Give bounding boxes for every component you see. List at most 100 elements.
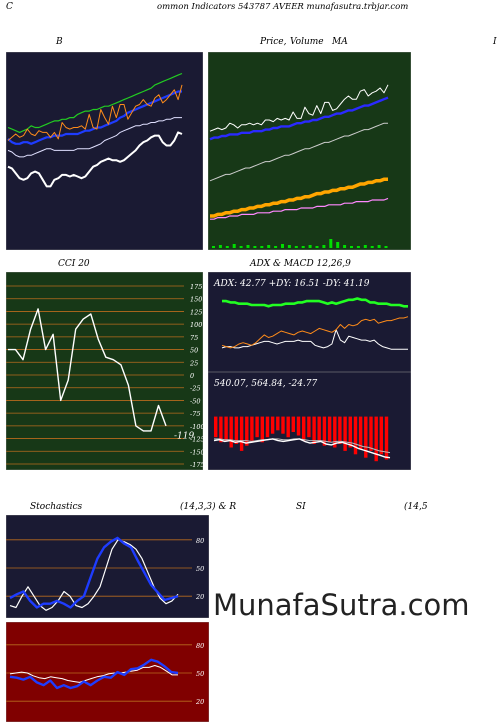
cci-tick-label: -25: [190, 385, 200, 393]
macd-histogram-bar: [379, 416, 383, 455]
volume-bar: [384, 246, 388, 248]
volume-bar: [377, 245, 381, 248]
stochastics-d-line: [9, 536, 179, 609]
volume-bar: [253, 246, 257, 248]
volume-bar: [218, 245, 222, 248]
volume-bar: [260, 246, 264, 248]
macd-histogram-bar: [219, 416, 223, 443]
cci-tick-label: 50: [190, 347, 198, 355]
macd-histogram-bar: [270, 416, 275, 434]
rsi-smooth-line: [9, 658, 179, 690]
price-line-3: [210, 197, 389, 220]
cci-tick-label: -100: [190, 423, 203, 431]
adx-values: ADX: 42.77 +DY: 16.51 -DY: 41.19: [213, 279, 370, 289]
volume-bar: [246, 245, 250, 248]
volume-bar: [329, 239, 333, 248]
price-line-1: [209, 84, 389, 132]
macd-histogram-bar: [276, 416, 280, 431]
volume-bar: [336, 242, 340, 248]
macd-histogram-bar: [260, 416, 264, 443]
volume-bar: [281, 244, 284, 248]
price-label: Price,: [260, 37, 287, 47]
cci-line: [8, 308, 167, 432]
bollinger-background: [6, 52, 203, 250]
macd-histogram-bar: [302, 416, 306, 441]
volume-label: Volume: [290, 37, 324, 47]
macd-values: 540.07, 564.84, -24.77: [214, 379, 318, 389]
rsi-tick-label: 80: [196, 642, 204, 650]
volume-bar: [212, 246, 215, 248]
volume-bar: [315, 246, 319, 248]
macd-histogram-bar: [214, 416, 218, 438]
price-line-4: [209, 122, 388, 182]
stochastics-tick-label: 20: [195, 593, 204, 601]
macd-histogram-bar: [358, 416, 363, 450]
rsi-background: [6, 622, 209, 722]
cci-tick-label: -125: [190, 436, 203, 444]
macd-histogram-bar: [353, 416, 358, 455]
macd-histogram-bar: [250, 416, 254, 441]
bollinger-label: B: [56, 37, 63, 47]
price-background: [208, 52, 411, 250]
volume-bar: [294, 246, 298, 248]
stochastics-k-line: [9, 539, 179, 611]
cci-tick-label: 125: [190, 308, 202, 316]
macd-histogram-bar: [265, 416, 270, 438]
volume-bar: [343, 245, 347, 248]
cci-tick-label: 150: [190, 296, 202, 304]
price-line-5: [209, 96, 389, 141]
cci-last-value: -119: [174, 432, 194, 442]
volume-bar: [356, 246, 360, 248]
cci-tick-label: -50: [190, 397, 200, 405]
price-chart: [208, 52, 411, 250]
cci-chart: 175 150 125 100 75 50 25 0 -25 -50 -75 -100 -125 -150…: [6, 272, 203, 470]
macd-histogram-bar: [343, 416, 347, 451]
macd-histogram-bar: [348, 416, 352, 448]
stochastics-tick-label: 50: [196, 565, 204, 573]
volume-bar: [267, 245, 271, 248]
macd-histogram-bar: [291, 416, 295, 432]
rsi-tick-label: 20: [195, 698, 204, 706]
macd-histogram-bar: [296, 416, 301, 436]
macd-histogram-bar: [234, 416, 239, 444]
macd-line: [213, 438, 391, 459]
volume-bar: [232, 244, 236, 248]
bollinger-chart: [6, 52, 203, 250]
header-left-letter: C: [6, 2, 13, 12]
cci-tick-label: -75: [190, 410, 200, 418]
macd-histogram-bar: [333, 416, 337, 448]
macd-histogram-bar: [317, 416, 321, 441]
adx-line: [222, 297, 408, 308]
rsi-chart: 80 50 20: [6, 622, 209, 722]
volume-bar: [274, 246, 278, 248]
macd-histogram-bar: [229, 416, 233, 448]
macd-histogram-bar: [255, 416, 259, 438]
macd-histogram-bar: [384, 416, 389, 460]
macd-histogram-bar: [374, 416, 378, 462]
watermark: MunafaSutra.com: [213, 588, 470, 622]
price-line-2: [210, 177, 388, 218]
macd-histogram-bar: [224, 416, 228, 441]
cci-tick-label: 75: [190, 334, 198, 342]
volume-bar: [301, 246, 305, 248]
volume-bar: [363, 245, 367, 248]
rsi-params: (14,5: [404, 502, 428, 512]
cci-tick-label: -150: [190, 448, 203, 456]
macd-chart: 540.07, 564.84, -24.77: [208, 372, 411, 470]
cci-label: CCI 20: [58, 259, 90, 269]
cci-background: [6, 272, 203, 470]
bollinger-line-3: [7, 117, 182, 158]
cci-tick-label: -175: [190, 461, 203, 469]
volume-bar: [322, 245, 326, 248]
adx-macd-label: ADX & MACD 12,26,9: [250, 259, 351, 269]
volume-bar: [239, 246, 243, 248]
macd-histogram-bar: [239, 416, 244, 451]
stochastics-chart: 80 50 20: [6, 515, 209, 618]
bollinger-line-5: [7, 84, 183, 141]
ma-label: MA: [332, 37, 348, 47]
rsi-label: SI: [296, 502, 306, 512]
macd-histogram-bar: [286, 416, 290, 438]
volume-bar: [225, 246, 229, 248]
rsi-tick-label: 50: [196, 670, 204, 678]
volume-bar: [350, 246, 353, 248]
